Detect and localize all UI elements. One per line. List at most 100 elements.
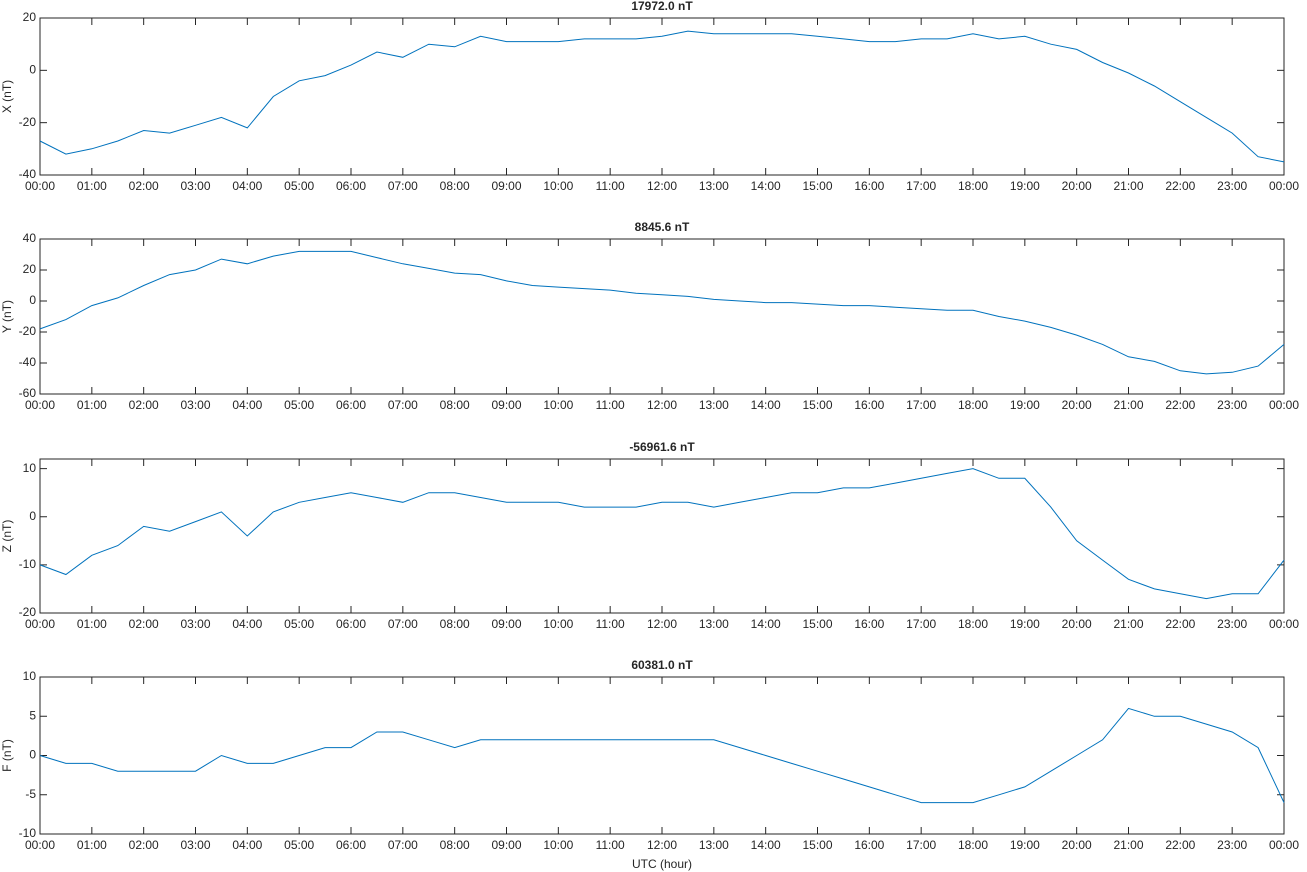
- x-tick-label: 13:00: [699, 617, 729, 631]
- panel-title: -56961.6 nT: [629, 440, 695, 454]
- x-tick-label: 15:00: [802, 398, 832, 412]
- x-tick-label: 00:00: [25, 617, 55, 631]
- x-tick-label: 01:00: [77, 179, 107, 193]
- x-tick-label: 14:00: [751, 838, 781, 852]
- x-tick-label: 16:00: [854, 617, 884, 631]
- x-tick-label: 16:00: [854, 398, 884, 412]
- x-tick-label: 23:00: [1217, 179, 1247, 193]
- y-axis-label: F (nT): [0, 739, 14, 772]
- x-tick-label: 08:00: [440, 179, 470, 193]
- x-tick-label: 21:00: [1113, 838, 1143, 852]
- x-tick-label: 12:00: [647, 838, 677, 852]
- x-tick-label: 01:00: [77, 838, 107, 852]
- x-tick-label: 17:00: [906, 398, 936, 412]
- x-tick-label: 07:00: [388, 617, 418, 631]
- x-tick-label: 22:00: [1165, 617, 1195, 631]
- x-tick-label: 00:00: [1269, 617, 1299, 631]
- x-tick-label: 04:00: [232, 838, 262, 852]
- y-axis-label: Y (nT): [0, 300, 14, 333]
- panel-title: 17972.0 nT: [631, 0, 693, 13]
- x-tick-label: 06:00: [336, 617, 366, 631]
- x-tick-label: 00:00: [1269, 179, 1299, 193]
- x-tick-label: 04:00: [232, 398, 262, 412]
- x-tick-label: 10:00: [543, 617, 573, 631]
- x-tick-label: 19:00: [1010, 838, 1040, 852]
- x-tick-label: 20:00: [1062, 179, 1092, 193]
- x-tick-label: 09:00: [491, 617, 521, 631]
- x-tick-label: 20:00: [1062, 838, 1092, 852]
- y-tick-label: 0: [29, 63, 36, 77]
- x-tick-label: 02:00: [129, 617, 159, 631]
- x-tick-label: 00:00: [25, 398, 55, 412]
- x-tick-label: 10:00: [543, 179, 573, 193]
- x-tick-label: 23:00: [1217, 617, 1247, 631]
- x-tick-label: 16:00: [854, 838, 884, 852]
- panel-title: 8845.6 nT: [635, 220, 690, 234]
- y-axis-label: X (nT): [0, 80, 14, 113]
- data-line: [39, 468, 1285, 600]
- x-tick-label: 03:00: [180, 838, 210, 852]
- y-tick-label: -60: [19, 386, 37, 400]
- x-tick-label: 12:00: [647, 179, 677, 193]
- y-tick-label: -40: [19, 167, 37, 181]
- x-tick-label: 12:00: [647, 398, 677, 412]
- y-tick-label: -5: [25, 787, 36, 801]
- x-tick-label: 20:00: [1062, 398, 1092, 412]
- x-tick-label: 21:00: [1113, 179, 1143, 193]
- axes-frame: [39, 676, 1285, 835]
- x-tick-label: 15:00: [802, 179, 832, 193]
- y-axis-label: Z (nT): [0, 520, 14, 553]
- y-tick-label: 40: [23, 231, 37, 245]
- x-tick-label: 02:00: [129, 838, 159, 852]
- x-tick-label: 06:00: [336, 179, 366, 193]
- x-tick-label: 21:00: [1113, 617, 1143, 631]
- y-tick-label: 10: [23, 669, 37, 683]
- x-tick-label: 09:00: [491, 398, 521, 412]
- y-tick-label: 20: [23, 262, 37, 276]
- data-line: [39, 250, 1285, 375]
- x-tick-label: 19:00: [1010, 179, 1040, 193]
- x-tick-label: 17:00: [906, 838, 936, 852]
- x-tick-label: 11:00: [596, 179, 625, 193]
- x-tick-label: 05:00: [284, 838, 314, 852]
- data-line: [39, 30, 1285, 163]
- x-tick-label: 09:00: [491, 179, 521, 193]
- x-tick-label: 00:00: [25, 179, 55, 193]
- data-line: [39, 707, 1285, 804]
- x-tick-label: 22:00: [1165, 179, 1195, 193]
- x-tick-label: 07:00: [388, 398, 418, 412]
- x-tick-label: 22:00: [1165, 838, 1195, 852]
- x-tick-label: 01:00: [77, 617, 107, 631]
- x-tick-label: 10:00: [543, 398, 573, 412]
- x-tick-label: 21:00: [1113, 398, 1143, 412]
- x-tick-label: 20:00: [1062, 617, 1092, 631]
- x-tick-label: 14:00: [751, 398, 781, 412]
- x-tick-label: 14:00: [751, 617, 781, 631]
- y-tick-label: 0: [29, 293, 36, 307]
- y-tick-label: 5: [29, 708, 36, 722]
- y-tick-label: -20: [19, 115, 37, 129]
- x-tick-label: 13:00: [699, 398, 729, 412]
- x-tick-label: 12:00: [647, 617, 677, 631]
- x-tick-label: 04:00: [232, 617, 262, 631]
- x-tick-label: 22:00: [1165, 398, 1195, 412]
- panel-title: 60381.0 nT: [631, 658, 693, 672]
- x-tick-label: 08:00: [440, 838, 470, 852]
- x-tick-label: 00:00: [25, 838, 55, 852]
- x-tick-label: 02:00: [129, 179, 159, 193]
- y-tick-label: -20: [19, 324, 37, 338]
- axes-frame: [39, 238, 1285, 395]
- x-tick-label: 11:00: [596, 398, 625, 412]
- x-axis-label: UTC (hour): [632, 857, 692, 871]
- y-tick-label: -10: [19, 826, 37, 840]
- y-tick-label: -40: [19, 355, 37, 369]
- x-tick-label: 18:00: [958, 838, 988, 852]
- x-tick-label: 11:00: [596, 617, 625, 631]
- x-tick-label: 15:00: [802, 617, 832, 631]
- x-tick-label: 23:00: [1217, 838, 1247, 852]
- x-tick-label: 03:00: [180, 398, 210, 412]
- x-tick-label: 10:00: [543, 838, 573, 852]
- x-tick-label: 05:00: [284, 617, 314, 631]
- x-tick-label: 15:00: [802, 838, 832, 852]
